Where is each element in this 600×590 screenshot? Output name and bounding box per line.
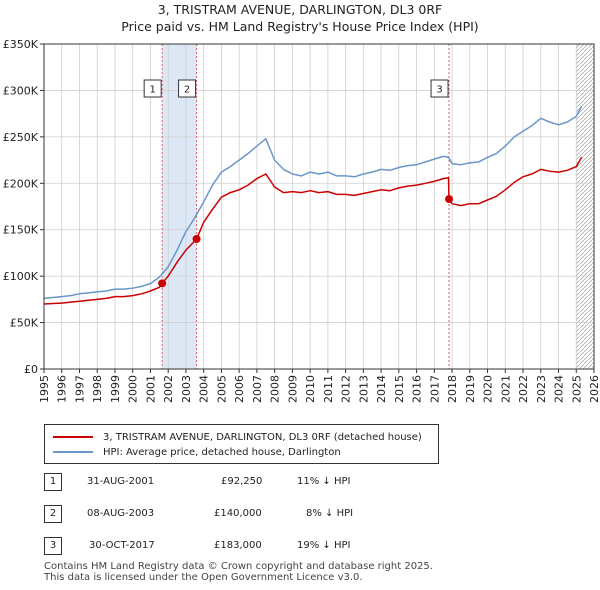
x-tick-label: 2008 [269, 375, 282, 403]
transaction-date: 31-AUG-2001 [87, 476, 155, 487]
table-row: 1 31-AUG-2001 £92,250 11% ↓ HPI [44, 473, 404, 491]
x-tick-label: 2007 [251, 375, 264, 403]
transaction-delta: 11% ↓ HPI [297, 476, 351, 487]
x-tick-label: 2016 [411, 375, 424, 403]
transaction-badge: 2 [44, 505, 62, 523]
legend-swatch-hpi [53, 451, 93, 453]
x-tick-label: 1995 [38, 375, 51, 403]
sale-label-box [143, 79, 162, 98]
x-tick-label: 2012 [340, 375, 353, 403]
x-tick-label: 2011 [322, 375, 335, 403]
transaction-badge: 1 [44, 473, 62, 491]
y-tick-label: £100K [3, 270, 39, 283]
legend-swatch-property [53, 436, 93, 438]
transaction-date: 08-AUG-2003 [87, 508, 155, 519]
footer-line-2: This data is licensed under the Open Gov… [44, 572, 363, 583]
chart-title: 3, TRISTRAM AVENUE, DARLINGTON, DL3 0RF [157, 2, 443, 17]
legend-item-property: 3, TRISTRAM AVENUE, DARLINGTON, DL3 0RF … [53, 430, 422, 444]
legend-label-hpi: HPI: Average price, detached house, Darl… [103, 446, 341, 458]
transaction-date: 30-OCT-2017 [89, 540, 155, 551]
x-tick-label: 2001 [144, 375, 157, 403]
x-tick-label: 1999 [109, 375, 122, 403]
y-tick-label: £300K [3, 84, 39, 97]
x-tick-label: 2018 [446, 375, 459, 403]
table-row: 2 08-AUG-2003 £140,000 8% ↓ HPI [44, 505, 404, 523]
sale-point [445, 195, 454, 204]
x-tick-label: 2002 [162, 375, 175, 403]
x-tick-label: 2024 [553, 375, 566, 403]
transaction-price: £92,250 [221, 476, 263, 487]
plot-frame [43, 43, 595, 370]
x-tick-label: 2003 [180, 375, 193, 403]
x-tick-label: 2004 [198, 375, 211, 403]
x-tick-label: 2010 [304, 375, 317, 403]
plot-area [44, 44, 594, 369]
y-tick-label: £150K [3, 224, 39, 237]
x-tick-label: 2017 [428, 375, 441, 403]
x-tick-label: 1997 [73, 375, 86, 403]
y-tick-label: £0 [24, 363, 38, 376]
x-tick-label: 2022 [517, 375, 530, 403]
transaction-delta: 8% ↓ HPI [306, 508, 354, 519]
footer-line-1: Contains HM Land Registry data © Crown c… [44, 561, 433, 572]
x-tick-label: 2019 [464, 375, 477, 403]
series-line-hpi [43, 105, 583, 300]
x-tick-label: 2006 [233, 375, 246, 403]
chart-legend: 3, TRISTRAM AVENUE, DARLINGTON, DL3 0RF … [44, 424, 439, 464]
sale-label: 1 [149, 85, 155, 96]
transaction-delta: 19% ↓ HPI [297, 540, 351, 551]
sale-label: 3 [436, 85, 442, 96]
transaction-badge: 3 [44, 537, 62, 555]
x-tick-label: 2014 [375, 375, 388, 403]
sale-label: 2 [184, 85, 190, 96]
chart-subtitle: Price paid vs. HM Land Registry's House … [121, 19, 479, 34]
x-tick-label: 2005 [215, 375, 228, 403]
x-tick-label: 2020 [482, 375, 495, 403]
x-tick-label: 2021 [499, 375, 512, 403]
sale-label-box [178, 79, 197, 98]
x-tick-label: 2023 [535, 375, 548, 403]
y-tick-label: £350K [3, 38, 39, 51]
y-tick-label: £200K [3, 177, 39, 190]
x-tick-label: 2025 [570, 375, 583, 403]
table-row: 3 30-OCT-2017 £183,000 19% ↓ HPI [44, 537, 404, 555]
x-tick-label: 2026 [588, 375, 600, 403]
sale-point [192, 235, 201, 243]
transaction-price: £183,000 [214, 540, 262, 551]
x-tick-label: 1996 [56, 375, 69, 403]
legend-item-hpi: HPI: Average price, detached house, Darl… [53, 445, 341, 459]
x-tick-label: 2000 [127, 375, 140, 403]
sale-point [158, 279, 167, 288]
y-tick-label: £50K [10, 317, 39, 330]
x-tick-label: 2013 [357, 375, 370, 403]
transaction-price: £140,000 [214, 508, 262, 519]
legend-label-property: 3, TRISTRAM AVENUE, DARLINGTON, DL3 0RF … [103, 431, 422, 443]
series-line-property [43, 156, 583, 305]
x-tick-label: 2015 [393, 375, 406, 403]
price-chart: 1 2 3 £0 £50K £100K £150K £200K £250K £300K £350K 1… [3, 38, 600, 403]
y-tick-label: £250K [3, 131, 39, 144]
forecast-hatch [576, 44, 594, 369]
x-tick-label: 1998 [91, 375, 104, 403]
sale-label-box [430, 79, 449, 98]
footer-attribution: Contains HM Land Registry data © Crown c… [44, 561, 433, 583]
x-tick-label: 2009 [286, 375, 299, 403]
